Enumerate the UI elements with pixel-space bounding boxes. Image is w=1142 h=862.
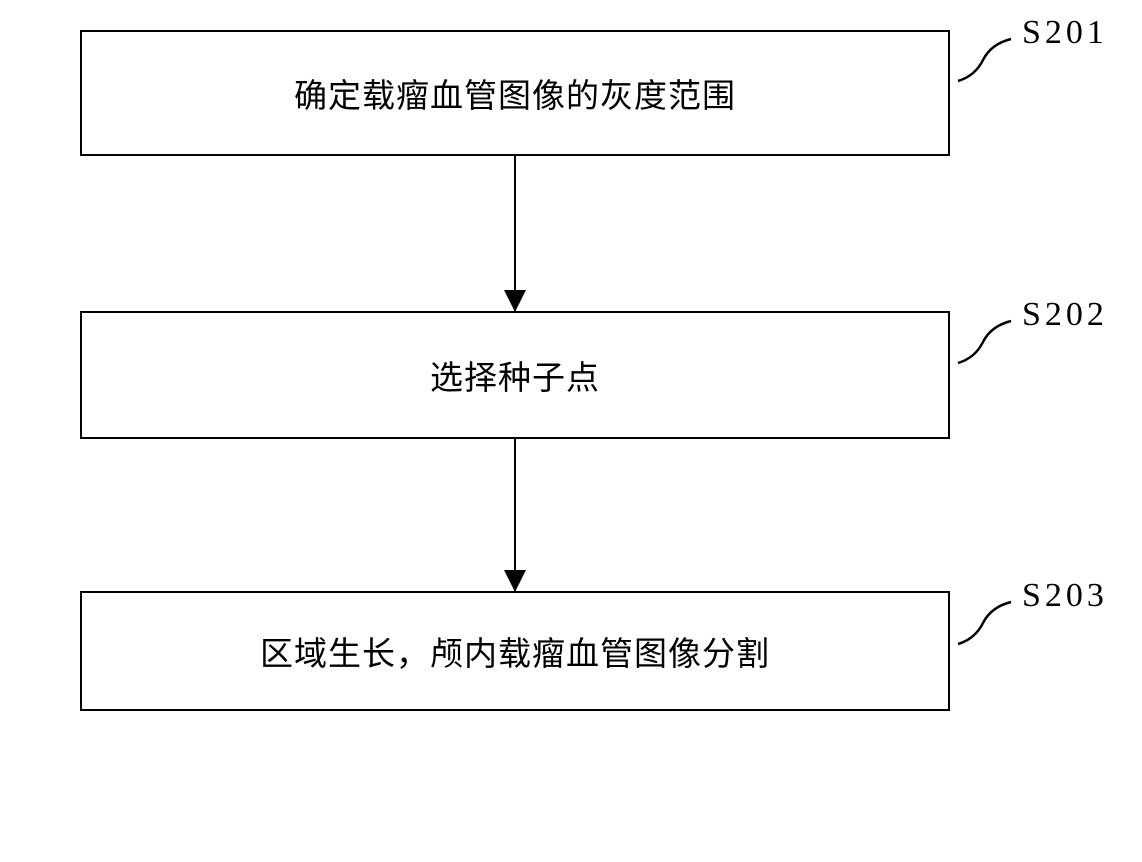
step-3-text: 区域生长，颅内载瘤血管图像分割: [260, 627, 770, 675]
arrow-2-line: [514, 439, 517, 591]
step-3-label: S203: [1022, 577, 1108, 615]
step-2-text: 选择种子点: [430, 351, 600, 399]
arrow-1-line: [514, 156, 517, 311]
flowchart-step-3: 区域生长，颅内载瘤血管图像分割: [80, 591, 950, 711]
connector-curve-3: [955, 599, 1015, 647]
arrow-1: [80, 156, 950, 311]
flowchart-container: 确定载瘤血管图像的灰度范围 选择种子点 区域生长，颅内载瘤血管图像分割: [80, 30, 1070, 711]
arrow-1-head: [504, 290, 526, 312]
step-2-label: S202: [1022, 296, 1108, 334]
step-1-label: S201: [1022, 14, 1108, 52]
connector-curve-1: [955, 36, 1015, 84]
arrow-2: [80, 439, 950, 591]
flowchart-step-1: 确定载瘤血管图像的灰度范围: [80, 30, 950, 156]
step-1-text: 确定载瘤血管图像的灰度范围: [294, 69, 736, 117]
arrow-2-head: [504, 570, 526, 592]
connector-curve-2: [955, 318, 1015, 366]
flowchart-step-2: 选择种子点: [80, 311, 950, 439]
